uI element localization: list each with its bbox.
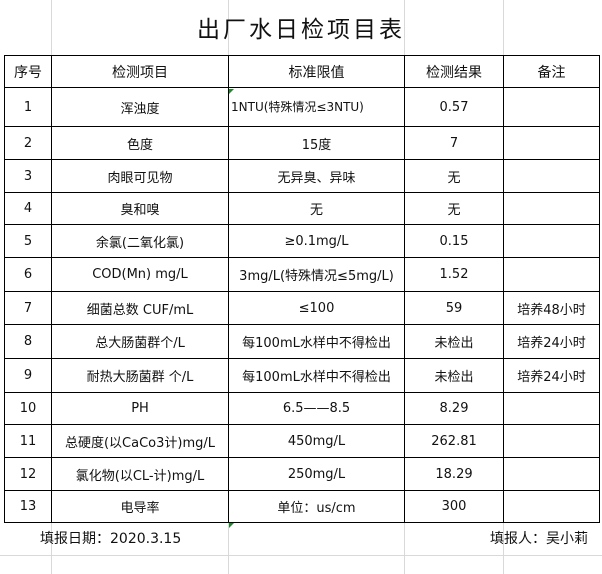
table-cell[interactable]: 9 [4, 358, 52, 393]
table-cell[interactable]: 培养48小时 [503, 291, 600, 325]
table-cell[interactable]: 6 [4, 257, 52, 292]
table-cell[interactable] [503, 192, 600, 225]
table-cell[interactable]: 无 [228, 192, 405, 225]
table-cell[interactable]: 1 [4, 87, 52, 127]
table-cell[interactable]: COD(Mn) mg/L [51, 257, 229, 292]
table-cell[interactable] [503, 126, 600, 160]
table-cell[interactable]: 13 [4, 490, 52, 523]
table-cell[interactable]: 3 [4, 159, 52, 193]
table-cell[interactable]: 每100mL水样中不得检出 [228, 358, 405, 393]
table-cell[interactable]: 15度 [228, 126, 405, 160]
table-cell[interactable]: 无异臭、异味 [228, 159, 405, 193]
table-cell[interactable] [503, 159, 600, 193]
table-cell[interactable]: 未检出 [404, 324, 504, 359]
table-cell[interactable]: 浑浊度 [51, 87, 229, 127]
table-cell[interactable]: 18.29 [404, 457, 504, 491]
table-cell[interactable]: 肉眼可见物 [51, 159, 229, 193]
table-row: 10 PH 6.5——8.5 8.29 [4, 392, 600, 425]
table-cell[interactable] [503, 224, 600, 258]
table-cell[interactable]: 细菌总数 CUF/mL [51, 291, 229, 325]
table-cell[interactable]: 0.57 [404, 87, 504, 127]
page-title: 出厂水日检项目表 [197, 17, 405, 43]
table-row: 12 氯化物(以CL-计)mg/L 250mg/L 18.29 [4, 457, 600, 491]
table-row: 11 总硬度(以CaCo3计)mg/L 450mg/L 262.81 [4, 424, 600, 458]
report-date: 填报日期：2020.3.15 [40, 531, 182, 547]
table-cell[interactable]: 余氯(二氧化氯) [51, 224, 229, 258]
table-cell[interactable] [503, 392, 600, 425]
table-cell[interactable]: 12 [4, 457, 52, 491]
column-header[interactable]: 检测结果 [404, 55, 504, 88]
table-cell[interactable]: 59 [404, 291, 504, 325]
table-cell[interactable]: 1NTU(特殊情况≤3NTU) [228, 87, 405, 127]
table-cell[interactable]: 无 [404, 159, 504, 193]
table-cell[interactable]: 培养24小时 [503, 324, 600, 359]
table-cell[interactable]: 300 [404, 490, 504, 523]
table-cell[interactable]: 6.5——8.5 [228, 392, 405, 425]
table-cell[interactable]: 8 [4, 324, 52, 359]
table-cell[interactable]: 250mg/L [228, 457, 405, 491]
column-header[interactable]: 序号 [4, 55, 52, 88]
table-cell[interactable]: 3mg/L(特殊情况≤5mg/L) [228, 257, 405, 292]
table-cell[interactable]: 262.81 [404, 424, 504, 458]
table-cell[interactable]: 氯化物(以CL-计)mg/L [51, 457, 229, 491]
table-row: 8 总大肠菌群个/L 每100mL水样中不得检出 未检出 培养24小时 [4, 324, 600, 359]
table-row: 13 电导率 单位：us/cm 300 [4, 490, 600, 523]
table-cell[interactable]: 7 [404, 126, 504, 160]
table-cell[interactable]: 2 [4, 126, 52, 160]
table-cell[interactable] [503, 424, 600, 458]
table-cell[interactable]: 8.29 [404, 392, 504, 425]
table-cell[interactable]: 11 [4, 424, 52, 458]
cell-comment-marker [229, 89, 234, 94]
table-cell[interactable] [503, 457, 600, 491]
column-header[interactable]: 检测项目 [51, 55, 229, 88]
table-cell[interactable]: 未检出 [404, 358, 504, 393]
table-cell[interactable]: 单位：us/cm [228, 490, 405, 523]
table-cell[interactable]: 无 [404, 192, 504, 225]
table-cell[interactable]: 0.15 [404, 224, 504, 258]
table-row: 5 余氯(二氧化氯) ≥0.1mg/L 0.15 [4, 224, 600, 258]
table-row: 4 臭和嗅无无 [4, 192, 600, 225]
table-cell[interactable]: 总大肠菌群个/L [51, 324, 229, 359]
table-cell[interactable] [503, 257, 600, 292]
table-cell[interactable]: 10 [4, 392, 52, 425]
table-cell[interactable]: 色度 [51, 126, 229, 160]
table-cell[interactable]: 电导率 [51, 490, 229, 523]
cell-comment-marker [229, 523, 234, 528]
table-row: 2 色度 15度 7 [4, 126, 600, 160]
table-cell[interactable]: ≥0.1mg/L [228, 224, 405, 258]
table-cell[interactable]: 4 [4, 192, 52, 225]
column-header[interactable]: 备注 [503, 55, 600, 88]
table-cell[interactable]: 培养24小时 [503, 358, 600, 393]
table-cell[interactable]: 5 [4, 224, 52, 258]
inspection-table: 序号 检测项目 标准限值 检测结果 备注 1 浑浊度 1NTU(特殊情况≤3NTU) 0.57… [4, 55, 600, 523]
table-cell[interactable]: 耐热大肠菌群 个/L [51, 358, 229, 393]
table-cell[interactable]: ≤100 [228, 291, 405, 325]
table-row: 7 细菌总数 CUF/mL ≤100 59 培养48小时 [4, 291, 600, 325]
table-row: 3 肉眼可见物 无异臭、异味无 [4, 159, 600, 193]
reporter: 填报人：吴小莉 [490, 531, 588, 547]
table-cell[interactable]: 每100mL水样中不得检出 [228, 324, 405, 359]
table-cell[interactable]: 7 [4, 291, 52, 325]
table-cell[interactable]: 1.52 [404, 257, 504, 292]
table-cell[interactable]: 450mg/L [228, 424, 405, 458]
table-cell[interactable]: 总硬度(以CaCo3计)mg/L [51, 424, 229, 458]
table-cell[interactable] [503, 490, 600, 523]
table-row: 6 COD(Mn) mg/L 3mg/L(特殊情况≤5mg/L) 1.52 [4, 257, 600, 292]
table-cell[interactable] [503, 87, 600, 127]
column-header[interactable]: 标准限值 [228, 55, 405, 88]
table-cell[interactable]: 臭和嗅 [51, 192, 229, 225]
table-row: 9 耐热大肠菌群 个/L 每100mL水样中不得检出 未检出 培养24小时 [4, 358, 600, 393]
table-row: 1 浑浊度 1NTU(特殊情况≤3NTU) 0.57 [4, 87, 600, 127]
table-cell[interactable]: PH [51, 392, 229, 425]
